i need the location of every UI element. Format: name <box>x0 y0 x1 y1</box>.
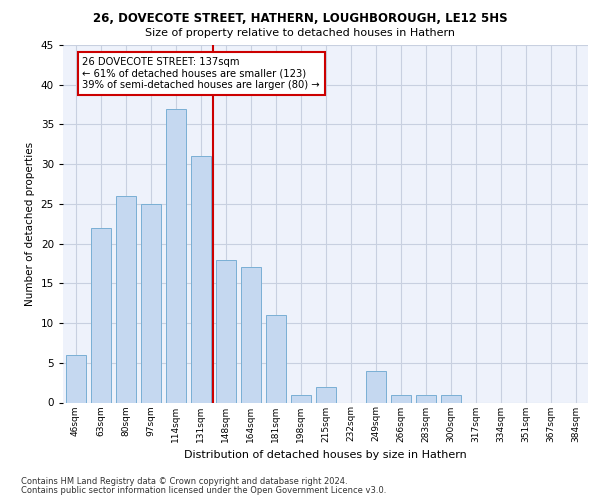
Bar <box>140 204 161 402</box>
Bar <box>91 228 110 402</box>
Bar <box>391 394 410 402</box>
Bar <box>215 260 235 402</box>
Bar <box>115 196 136 402</box>
Text: Size of property relative to detached houses in Hathern: Size of property relative to detached ho… <box>145 28 455 38</box>
Bar <box>65 355 86 403</box>
Bar <box>290 394 311 402</box>
Bar <box>440 394 461 402</box>
Bar <box>365 370 386 402</box>
Bar <box>415 394 436 402</box>
X-axis label: Distribution of detached houses by size in Hathern: Distribution of detached houses by size … <box>184 450 467 460</box>
Text: Contains public sector information licensed under the Open Government Licence v3: Contains public sector information licen… <box>21 486 386 495</box>
Bar <box>241 268 260 402</box>
Text: Contains HM Land Registry data © Crown copyright and database right 2024.: Contains HM Land Registry data © Crown c… <box>21 477 347 486</box>
Text: 26 DOVECOTE STREET: 137sqm
← 61% of detached houses are smaller (123)
39% of sem: 26 DOVECOTE STREET: 137sqm ← 61% of deta… <box>83 57 320 90</box>
Bar <box>166 108 185 403</box>
Bar <box>316 386 335 402</box>
Bar <box>191 156 211 402</box>
Y-axis label: Number of detached properties: Number of detached properties <box>25 142 35 306</box>
Bar <box>265 315 286 402</box>
Text: 26, DOVECOTE STREET, HATHERN, LOUGHBOROUGH, LE12 5HS: 26, DOVECOTE STREET, HATHERN, LOUGHBOROU… <box>92 12 508 26</box>
